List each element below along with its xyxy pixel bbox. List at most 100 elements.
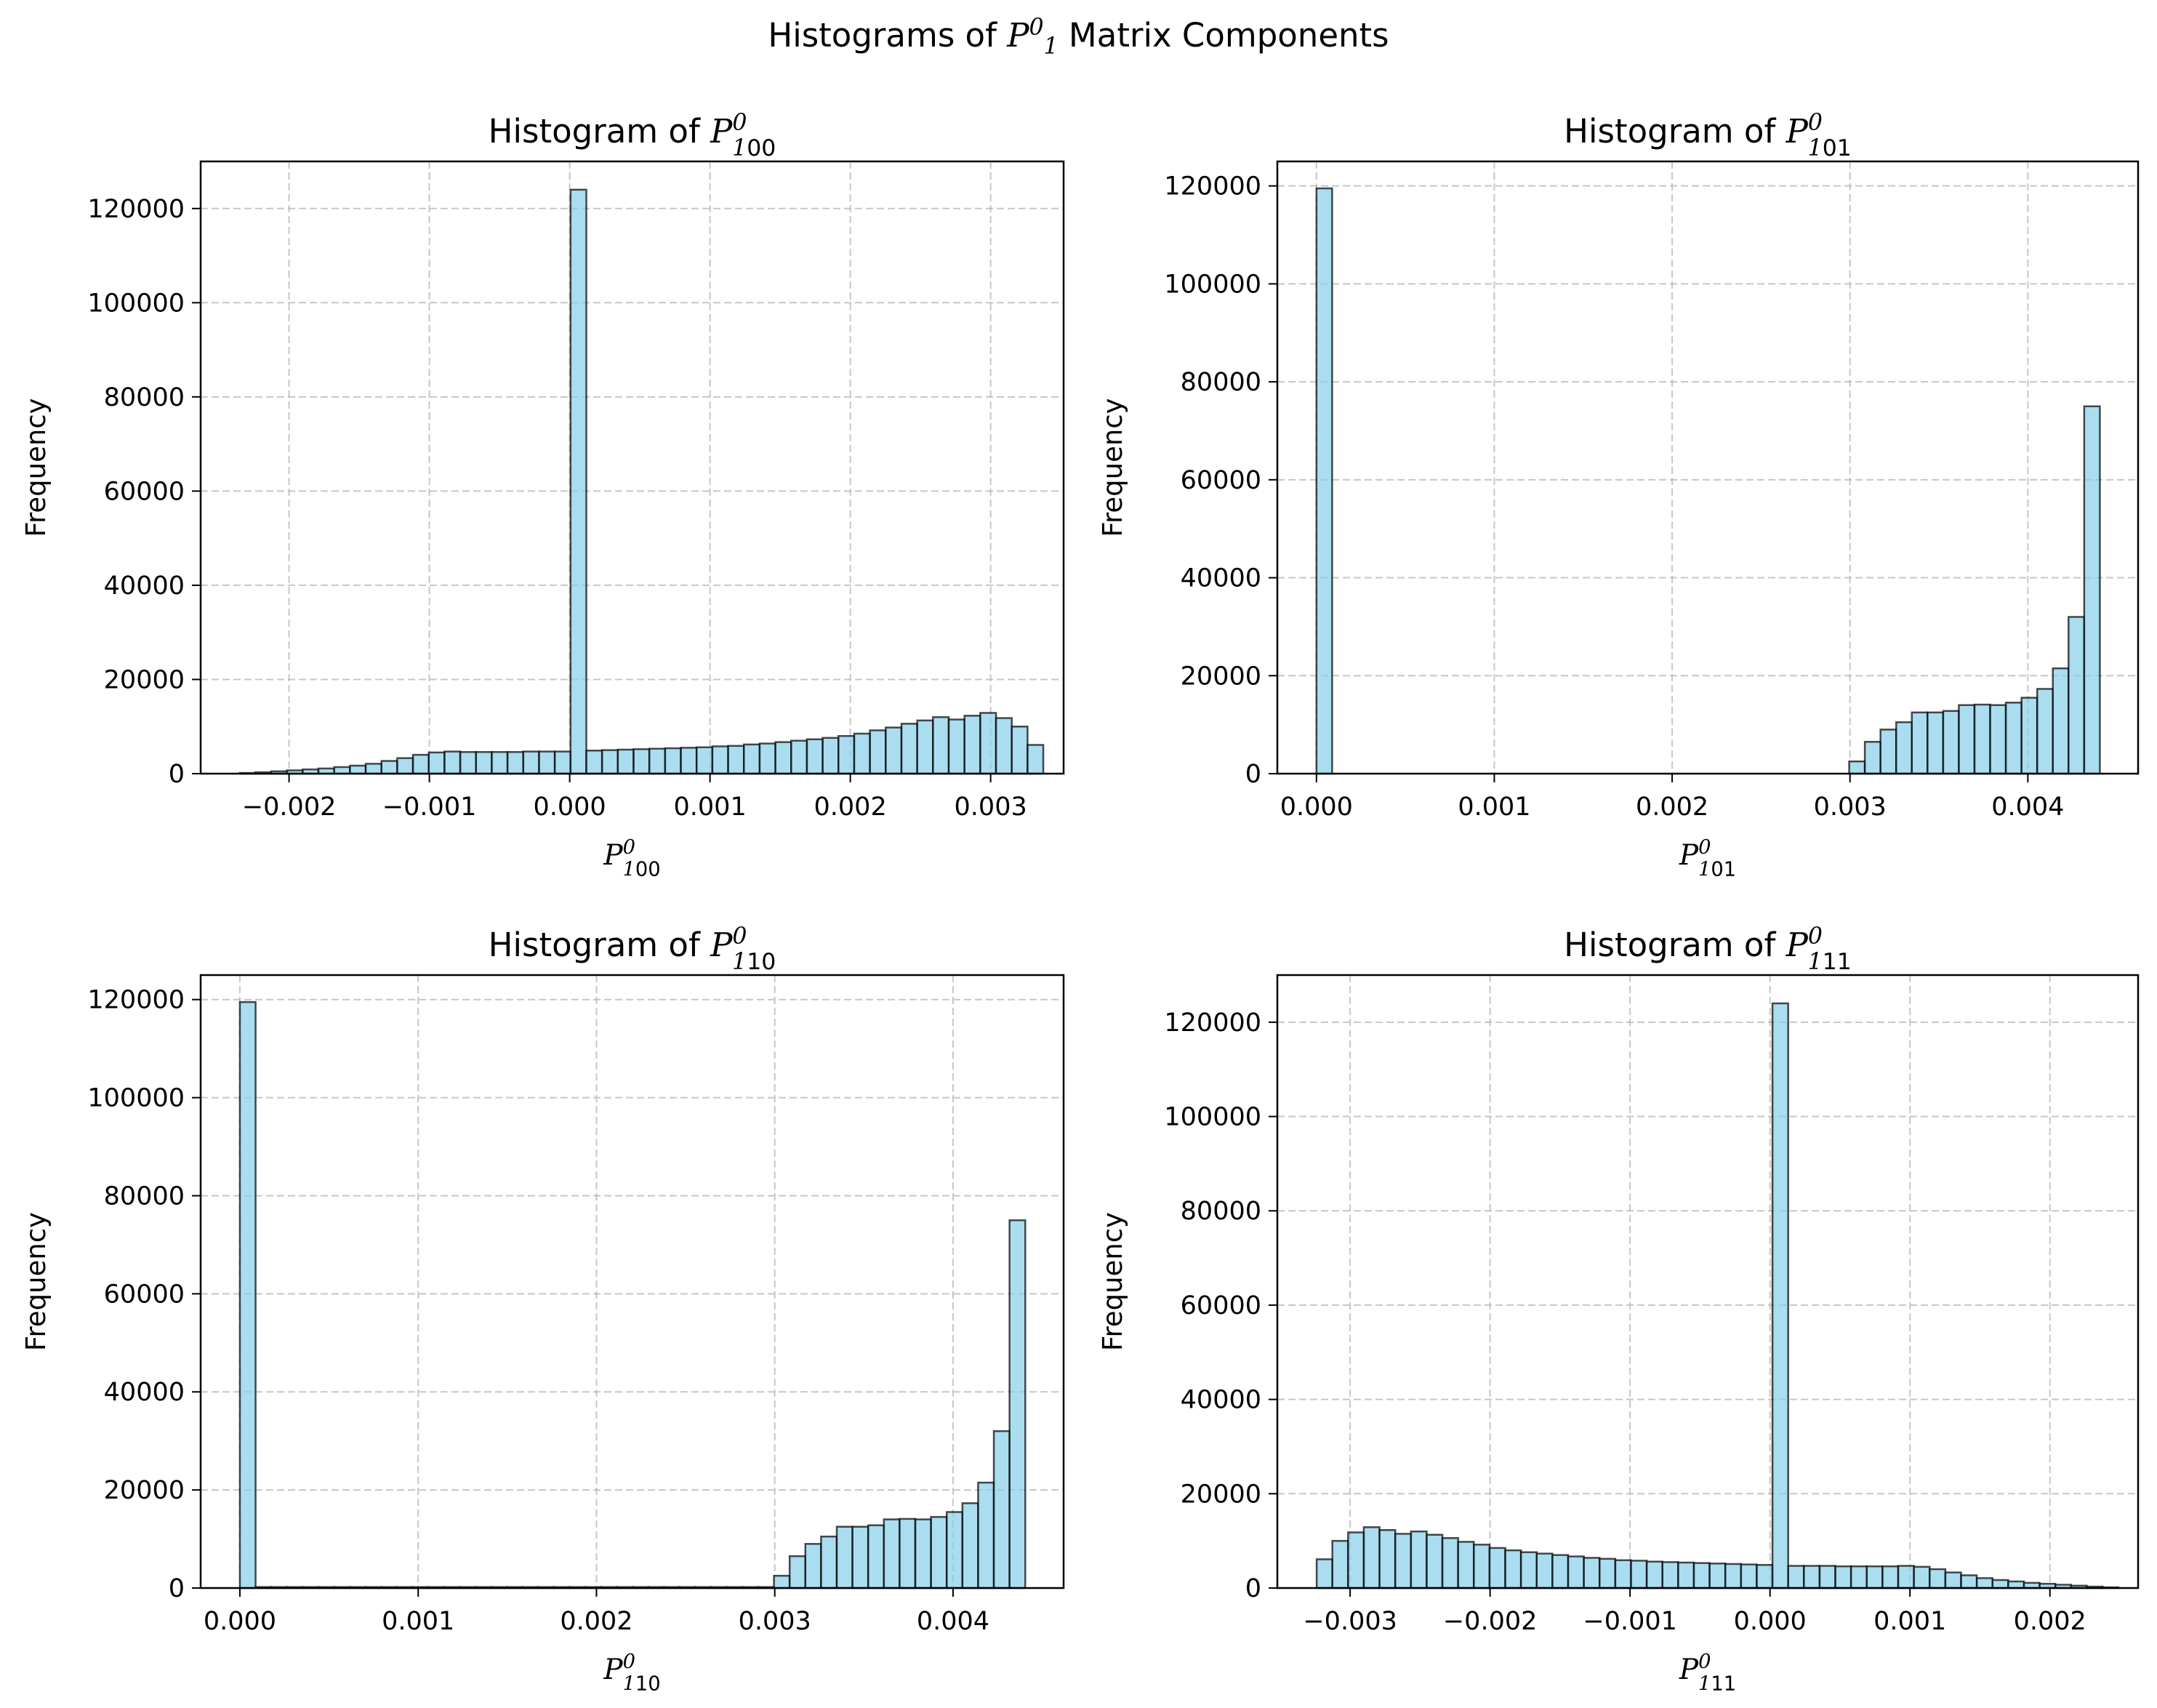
histogram-bar (1771, 1002, 1789, 1589)
y-tick-label: 60000 (104, 1280, 185, 1309)
y-axis-label: Frequency (20, 1212, 52, 1351)
histogram-bar (1958, 704, 1976, 775)
histogram-bar (1818, 1565, 1836, 1589)
histogram-bar (349, 764, 367, 775)
y-tick-label: 80000 (1181, 1197, 1261, 1226)
x-axis-label: P0 100 (603, 836, 660, 881)
histogram-bar (1614, 1559, 1632, 1589)
histogram-bar (475, 750, 493, 775)
histogram-bar (1879, 729, 1897, 775)
x-tick-label: −0.003 (1303, 1607, 1397, 1636)
histogram-bar (1865, 1565, 1884, 1589)
histogram-bar (411, 753, 430, 775)
histogram-bar (1599, 1557, 1617, 1589)
y-tick-label: 80000 (104, 383, 185, 412)
histogram-bar (1834, 1565, 1852, 1589)
histogram-bar (1944, 1571, 1962, 1589)
histogram-bar (2068, 616, 2086, 775)
histogram-bar (806, 738, 824, 775)
y-tick-label: 20000 (1181, 1480, 1261, 1509)
x-tick-label: 0.000 (1734, 1607, 1807, 1636)
histogram-bar (1519, 1551, 1538, 1589)
histogram-bar (553, 750, 572, 775)
histogram-bar (1535, 1552, 1554, 1589)
histogram-bar (1315, 1558, 1333, 1589)
histogram-bar (1973, 703, 1991, 775)
histogram-bar (680, 747, 698, 775)
y-tick-label: 80000 (1181, 368, 1261, 397)
y-tick-label: 100000 (87, 289, 185, 318)
histogram-bar (804, 1543, 822, 1589)
y-tick-label: 60000 (104, 477, 185, 506)
histogram-bar (1895, 721, 1913, 775)
histogram-bar (1394, 1533, 1413, 1589)
histogram-bar (1881, 1565, 1900, 1589)
histogram-bar (885, 726, 903, 775)
histogram-bar (788, 1555, 807, 1589)
histogram-bar (538, 750, 556, 775)
x-tick-label: 0.000 (534, 793, 606, 822)
histogram-bar (1989, 704, 2007, 775)
histogram-bar (238, 1001, 257, 1589)
x-tick-label: 0.001 (1458, 793, 1530, 822)
y-tick-label: 40000 (1181, 1386, 1261, 1415)
histogram-bar (979, 712, 997, 775)
y-tick-label: 60000 (1181, 1291, 1261, 1320)
x-tick-label: 0.001 (674, 793, 747, 822)
histogram-bar (2007, 1580, 2025, 1589)
histogram-bar (632, 748, 651, 775)
histogram-bar (1645, 1560, 1663, 1589)
histogram-bar (2020, 697, 2038, 775)
histogram-bar (790, 739, 808, 775)
histogram-bar (727, 745, 745, 775)
x-tick-label: 0.002 (1636, 793, 1708, 822)
histogram-bar (1008, 1219, 1027, 1589)
histogram-bar (1756, 1563, 1774, 1589)
histogram-bar (600, 749, 619, 775)
histogram-bar (1740, 1563, 1758, 1589)
x-tick-label: 0.002 (814, 793, 887, 822)
histogram-bar (443, 750, 462, 775)
y-tick-label: 120000 (87, 986, 185, 1015)
y-tick-label: 80000 (104, 1182, 185, 1211)
histogram-bar (930, 1515, 948, 1589)
histogram-bar (616, 748, 635, 775)
subplot-title: Histogram of P0 111 (1564, 923, 1852, 975)
histogram-bar (900, 723, 918, 775)
histogram-bar (506, 750, 525, 775)
histogram-bar (1473, 1544, 1491, 1589)
histogram-bar (758, 742, 776, 775)
histogram-bar (1991, 1579, 2009, 1589)
y-tick-label: 20000 (104, 665, 185, 694)
subplot-1: −0.002 −0.001 0.000 0.001 0.002 0.003 0 20000 40… (20, 110, 1065, 881)
histogram-bar (1913, 1565, 1931, 1589)
histogram-bar (1551, 1554, 1570, 1589)
axes-frame (199, 974, 1065, 1589)
histogram-bar (427, 751, 446, 775)
y-tick-label: 60000 (1181, 466, 1261, 495)
histogram-bar (899, 1517, 917, 1589)
histogram-bar (1488, 1547, 1506, 1589)
histogram-bar (2036, 688, 2054, 775)
histogram-bar (333, 766, 351, 775)
y-tick-label: 40000 (104, 572, 185, 601)
histogram-bar (1315, 187, 1333, 775)
histogram-bar (932, 716, 950, 775)
subplot-title: Histogram of P0 101 (1564, 110, 1852, 161)
histogram-bar (1960, 1574, 1978, 1589)
histogram-bar (459, 750, 478, 775)
y-tick-label: 0 (1245, 1574, 1261, 1603)
histogram-bar (851, 1525, 869, 1589)
histogram-bar (2083, 405, 2101, 775)
histogram-bar (491, 750, 509, 775)
x-tick-label: 0.001 (382, 1607, 454, 1636)
x-tick-label: −0.001 (382, 793, 477, 822)
y-tick-label: 40000 (1181, 564, 1261, 593)
y-tick-label: 100000 (87, 1084, 185, 1113)
histogram-bar (1677, 1561, 1695, 1589)
histogram-bar (961, 1502, 979, 1589)
histogram-bar (585, 750, 603, 775)
histogram-bar (867, 1524, 885, 1589)
histogram-bar (995, 717, 1013, 775)
histogram-bar (1011, 725, 1029, 775)
